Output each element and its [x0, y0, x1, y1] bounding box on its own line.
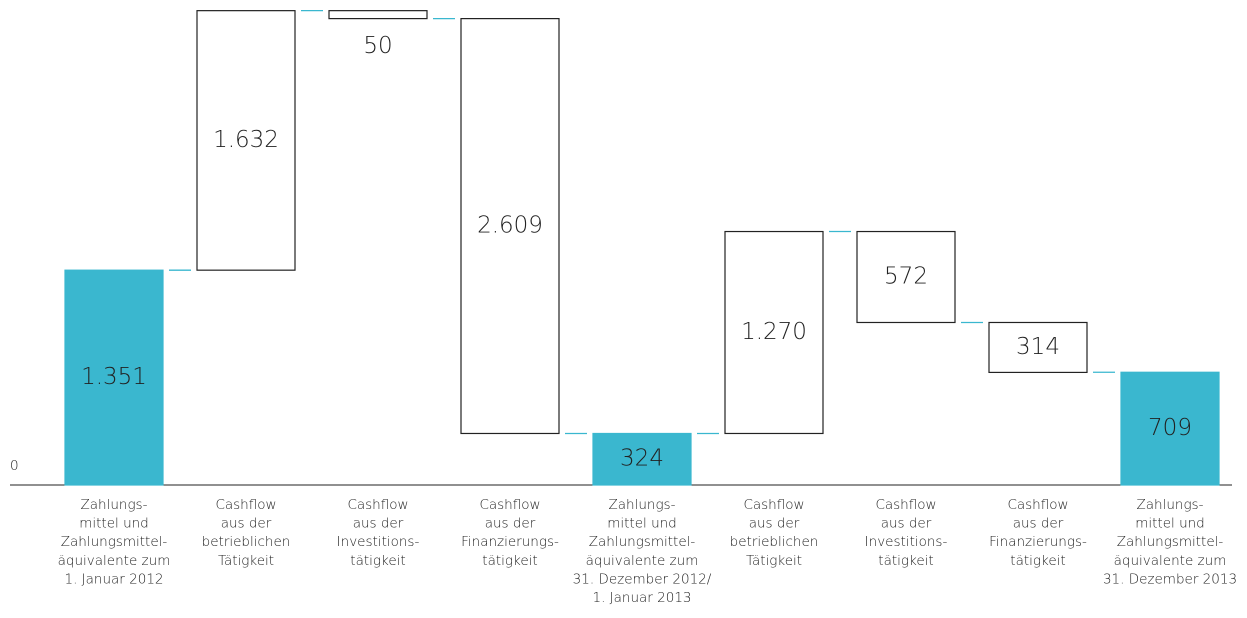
x-tick-label-line: aus der [749, 516, 800, 532]
x-tick-label-line: mittel und [607, 516, 677, 532]
x-tick-label-line: Cashflow [875, 497, 936, 513]
x-tick-label-line: tätigkeit [1010, 553, 1065, 569]
x-tick-label-line: aus der [881, 516, 932, 532]
x-tick-label-line: mittel und [79, 516, 149, 532]
x-tick-label-line: aus der [353, 516, 404, 532]
bar [988, 321, 1088, 374]
x-tick-label-line: Cashflow [743, 497, 804, 513]
x-tick-label: Cashflow aus der betrieblichen Tätigkeit [730, 497, 819, 569]
x-tick-label-line: äquivalente zum [58, 553, 171, 569]
bar [460, 18, 560, 435]
value-label: 572 [884, 264, 928, 290]
x-tick-label-line: Finanzierungs- [461, 534, 559, 550]
x-tick-label-line: aus der [1013, 516, 1064, 532]
x-tick-label: Zahlungs-mittel und Zahlungsmittel-äquiva… [573, 497, 712, 606]
x-tick-label-line: Zahlungsmittel- [61, 534, 168, 550]
value-label: 50 [363, 33, 392, 59]
x-tick-label-line: Zahlungs- [81, 497, 148, 513]
x-tick-label-line: Investitions- [337, 534, 420, 550]
x-tick-label: Zahlungs-mittel und Zahlungsmittel-äquiva… [58, 497, 171, 587]
x-tick-label-line: Cashflow [215, 497, 276, 513]
value-label: 1.270 [741, 319, 807, 345]
x-tick-label-line: betrieblichen [202, 534, 291, 550]
x-tick-label-line: Cashflow [479, 497, 540, 513]
x-tick-label-line: Zahlungsmittel- [1117, 534, 1224, 550]
x-tick-label-line: Cashflow [347, 497, 408, 513]
x-tick-label-line: tätigkeit [482, 553, 537, 569]
x-tick-label-line: tätigkeit [350, 553, 405, 569]
x-tick-label: Cashflow aus der Finanzierungs-tätigkeit [461, 497, 559, 569]
x-tick-label: Cashflow aus der Investitions-tätigkeit [865, 497, 948, 569]
x-tick-label-line: mittel und [1135, 516, 1205, 532]
x-tick-label-line: Tätigkeit [746, 553, 802, 569]
x-tick-label-line: aus der [221, 516, 272, 532]
x-tick-label-line: Tätigkeit [218, 553, 274, 569]
x-tick-label-line: tätigkeit [878, 553, 933, 569]
x-tick-label-line: 31. Dezember 2012/ [573, 571, 712, 587]
x-tick-label: Cashflow aus der betrieblichen Tätigkeit [202, 497, 291, 569]
bar [724, 230, 824, 435]
value-label: 1.351 [81, 364, 147, 390]
x-tick-label-line: Zahlungs- [1137, 497, 1204, 513]
bar [592, 432, 692, 486]
value-label: 2.609 [477, 213, 543, 239]
bar [856, 230, 956, 324]
x-tick-label-line: äquivalente zum [1114, 553, 1227, 569]
value-label: 324 [620, 446, 664, 472]
x-tick-label-line: Finanzierungs- [989, 534, 1087, 550]
y-tick-label: 0 [10, 458, 19, 474]
x-tick-label-line: Investitions- [865, 534, 948, 550]
x-tick-label-line: äquivalente zum [586, 553, 699, 569]
x-tick-label-line: Zahlungsmittel- [589, 534, 696, 550]
x-tick-label-line: 31. Dezember 2013 [1103, 571, 1237, 587]
x-tick-label-line: 1. Januar 2012 [64, 571, 163, 587]
value-label: 1.632 [213, 127, 279, 153]
x-tick-label-line: betrieblichen [730, 534, 819, 550]
x-tick-label: Zahlungs-mittel und Zahlungsmittel-äquiva… [1103, 497, 1237, 587]
x-tick-label: Cashflow aus der Finanzierungs-tätigkeit [989, 497, 1087, 569]
x-tick-label-line: 1. Januar 2013 [592, 590, 691, 606]
bar [1120, 371, 1220, 486]
bar [196, 10, 296, 271]
x-tick-label-line: aus der [485, 516, 536, 532]
x-tick-label-line: Zahlungs- [609, 497, 676, 513]
value-label: 314 [1016, 334, 1060, 360]
x-tick-label: Cashflow aus der Investitions-tätigkeit [337, 497, 420, 569]
value-label: 709 [1148, 415, 1192, 441]
x-tick-label-line: Cashflow [1007, 497, 1068, 513]
bar [64, 269, 164, 486]
bar [328, 10, 428, 20]
